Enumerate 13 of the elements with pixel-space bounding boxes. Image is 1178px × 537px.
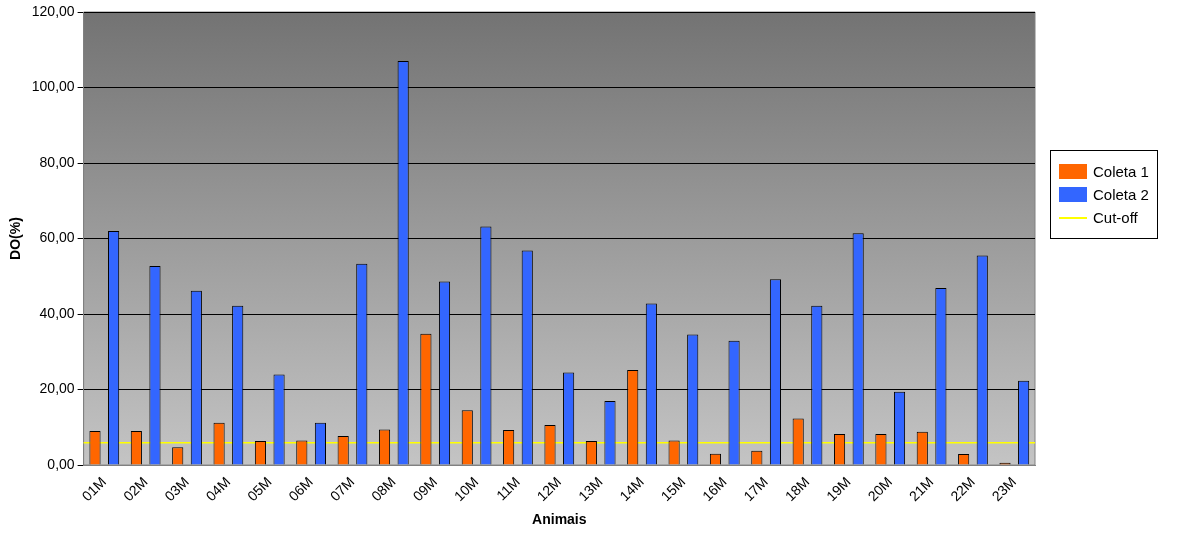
- legend-label: Coleta 1: [1093, 163, 1149, 180]
- y-tick-label: 100,00: [31, 78, 75, 95]
- legend-label: Coleta 2: [1093, 186, 1149, 203]
- y-axis-title: DO(%): [7, 217, 24, 260]
- y-tick-label: 60,00: [39, 229, 75, 246]
- y-tick-label: 80,00: [39, 153, 75, 170]
- y-tick-label: 20,00: [39, 380, 75, 397]
- y-tick-label: 40,00: [39, 304, 75, 321]
- x-axis-title: Animais: [532, 511, 587, 528]
- y-tick-label: 0,00: [47, 455, 75, 472]
- y-tick-label: 120,00: [31, 2, 75, 19]
- legend-label: Cut-off: [1093, 209, 1138, 226]
- x-tick-label: 11M: [492, 473, 523, 504]
